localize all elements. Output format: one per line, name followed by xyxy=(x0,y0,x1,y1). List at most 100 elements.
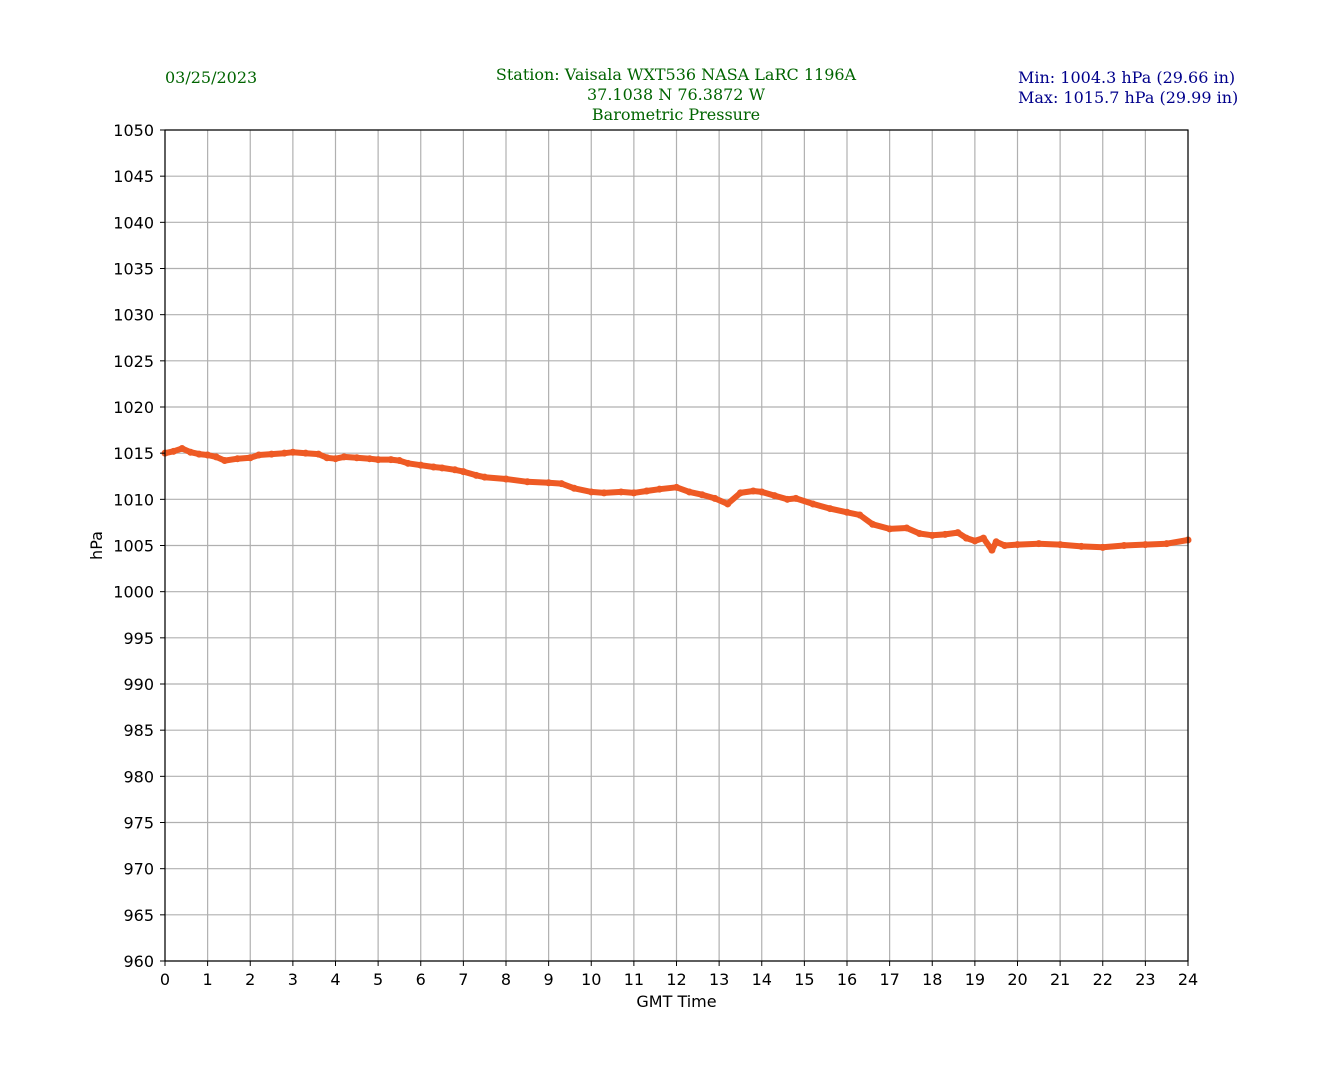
pressure-data-point xyxy=(685,488,693,496)
pressure-data-point xyxy=(617,488,625,496)
x-tick-label: 20 xyxy=(1007,970,1027,989)
pressure-data-point xyxy=(221,457,229,465)
pressure-data-point xyxy=(809,500,817,508)
min-max-block: Min: 1004.3 hPa (29.66 in) Max: 1015.7 h… xyxy=(1018,68,1238,108)
x-tick-label: 5 xyxy=(373,970,383,989)
x-tick-label: 9 xyxy=(544,970,554,989)
y-tick-label: 1025 xyxy=(113,352,154,371)
pressure-data-point xyxy=(979,534,987,542)
pressure-data-point xyxy=(962,534,970,542)
x-tick-label: 8 xyxy=(501,970,511,989)
x-tick-label: 6 xyxy=(416,970,426,989)
y-tick-label: 1020 xyxy=(113,398,154,417)
x-tick-label: 16 xyxy=(837,970,857,989)
x-tick-label: 18 xyxy=(922,970,942,989)
pressure-data-point xyxy=(928,531,936,539)
pressure-data-point xyxy=(353,454,361,462)
pressure-data-point xyxy=(430,463,438,471)
pressure-data-point xyxy=(600,489,608,497)
pressure-data-point xyxy=(170,447,178,455)
pressure-data-point xyxy=(771,492,779,500)
y-tick-label: 1040 xyxy=(113,213,154,232)
y-axis-ticks: 960 965 970 975 980 985 990 995 1000 1005 1010 1015… xyxy=(113,121,165,971)
pressure-data-point xyxy=(711,494,719,502)
pressure-data-point xyxy=(545,479,553,487)
pressure-data-point xyxy=(195,450,203,458)
pressure-data-point xyxy=(971,537,979,545)
pressure-data-point xyxy=(1014,541,1021,549)
pressure-data-point xyxy=(332,455,339,463)
pressure-data-point xyxy=(856,511,864,519)
pressure-data-point xyxy=(1035,540,1043,548)
x-tick-label: 4 xyxy=(330,970,340,989)
y-tick-label: 975 xyxy=(123,814,154,833)
pressure-data-point xyxy=(451,466,459,474)
pressure-data-point xyxy=(758,488,766,496)
x-tick-label: 15 xyxy=(794,970,814,989)
pressure-data-point xyxy=(673,483,680,491)
y-axis-label: hPa xyxy=(87,531,106,560)
y-tick-label: 990 xyxy=(123,675,154,694)
pressure-data-point xyxy=(280,449,288,457)
x-tick-label: 2 xyxy=(245,970,255,989)
pressure-data-point xyxy=(1056,541,1064,549)
y-tick-label: 1050 xyxy=(113,121,154,140)
x-tick-label: 14 xyxy=(752,970,772,989)
pressure-data-point xyxy=(523,478,531,486)
x-tick-label: 13 xyxy=(709,970,729,989)
x-tick-label: 22 xyxy=(1093,970,1113,989)
y-tick-label: 995 xyxy=(123,629,154,648)
y-tick-label: 1045 xyxy=(113,167,154,186)
pressure-data-point xyxy=(736,489,744,497)
pressure-data-point xyxy=(903,524,911,532)
pressure-data-point xyxy=(843,508,851,516)
pressure-data-point xyxy=(1099,543,1107,551)
pressure-data-point xyxy=(698,491,706,499)
y-tick-label: 1010 xyxy=(113,490,154,509)
pressure-data-point xyxy=(187,448,195,456)
pressure-data-point xyxy=(1120,542,1128,549)
x-tick-label: 19 xyxy=(965,970,985,989)
pressure-data-point xyxy=(587,488,595,496)
chart-title-block: Station: Vaisala WXT536 NASA LaRC 1196A … xyxy=(496,65,856,125)
pressure-data-point xyxy=(792,494,800,502)
pressure-data-point xyxy=(302,449,310,457)
pressure-data-point xyxy=(1001,542,1009,549)
pressure-data-point xyxy=(869,520,877,528)
pressure-data-point xyxy=(1163,540,1171,548)
pressure-data-point xyxy=(655,485,663,493)
x-tick-label: 1 xyxy=(203,970,213,989)
pressure-data-point xyxy=(395,457,403,465)
pressure-data-point xyxy=(472,471,480,479)
pressure-data-point xyxy=(749,487,757,495)
pressure-data-point xyxy=(233,455,241,463)
x-axis-label: GMT Time xyxy=(636,992,716,1011)
pressure-data-point xyxy=(212,453,220,461)
grid-lines xyxy=(164,129,1189,962)
pressure-data-point xyxy=(783,495,791,503)
chart-date: 03/25/2023 xyxy=(165,68,258,87)
y-tick-label: 1035 xyxy=(113,260,154,279)
max-pressure: Max: 1015.7 hPa (29.99 in) xyxy=(1018,88,1239,107)
pressure-data-point xyxy=(289,448,297,456)
x-tick-label: 0 xyxy=(160,970,170,989)
pressure-data-point xyxy=(314,450,322,458)
x-tick-label: 12 xyxy=(666,970,686,989)
station-line: Station: Vaisala WXT536 NASA LaRC 1196A xyxy=(495,65,857,84)
y-tick-label: 1000 xyxy=(113,583,154,602)
pressure-data-point xyxy=(502,475,510,483)
pressure-data-point xyxy=(404,459,412,467)
pressure-data-point xyxy=(417,461,425,469)
y-tick-label: 965 xyxy=(123,906,154,925)
pressure-data-point xyxy=(340,453,348,461)
pressure-data-point xyxy=(1141,541,1149,549)
pressure-data-point xyxy=(268,450,276,458)
pressure-data-point xyxy=(724,500,732,508)
x-tick-label: 17 xyxy=(879,970,899,989)
pressure-data-point xyxy=(1077,542,1085,550)
pressure-data-point xyxy=(941,530,949,538)
pressure-data-point xyxy=(374,456,382,464)
x-tick-label: 23 xyxy=(1135,970,1155,989)
y-tick-label: 1030 xyxy=(113,306,154,325)
